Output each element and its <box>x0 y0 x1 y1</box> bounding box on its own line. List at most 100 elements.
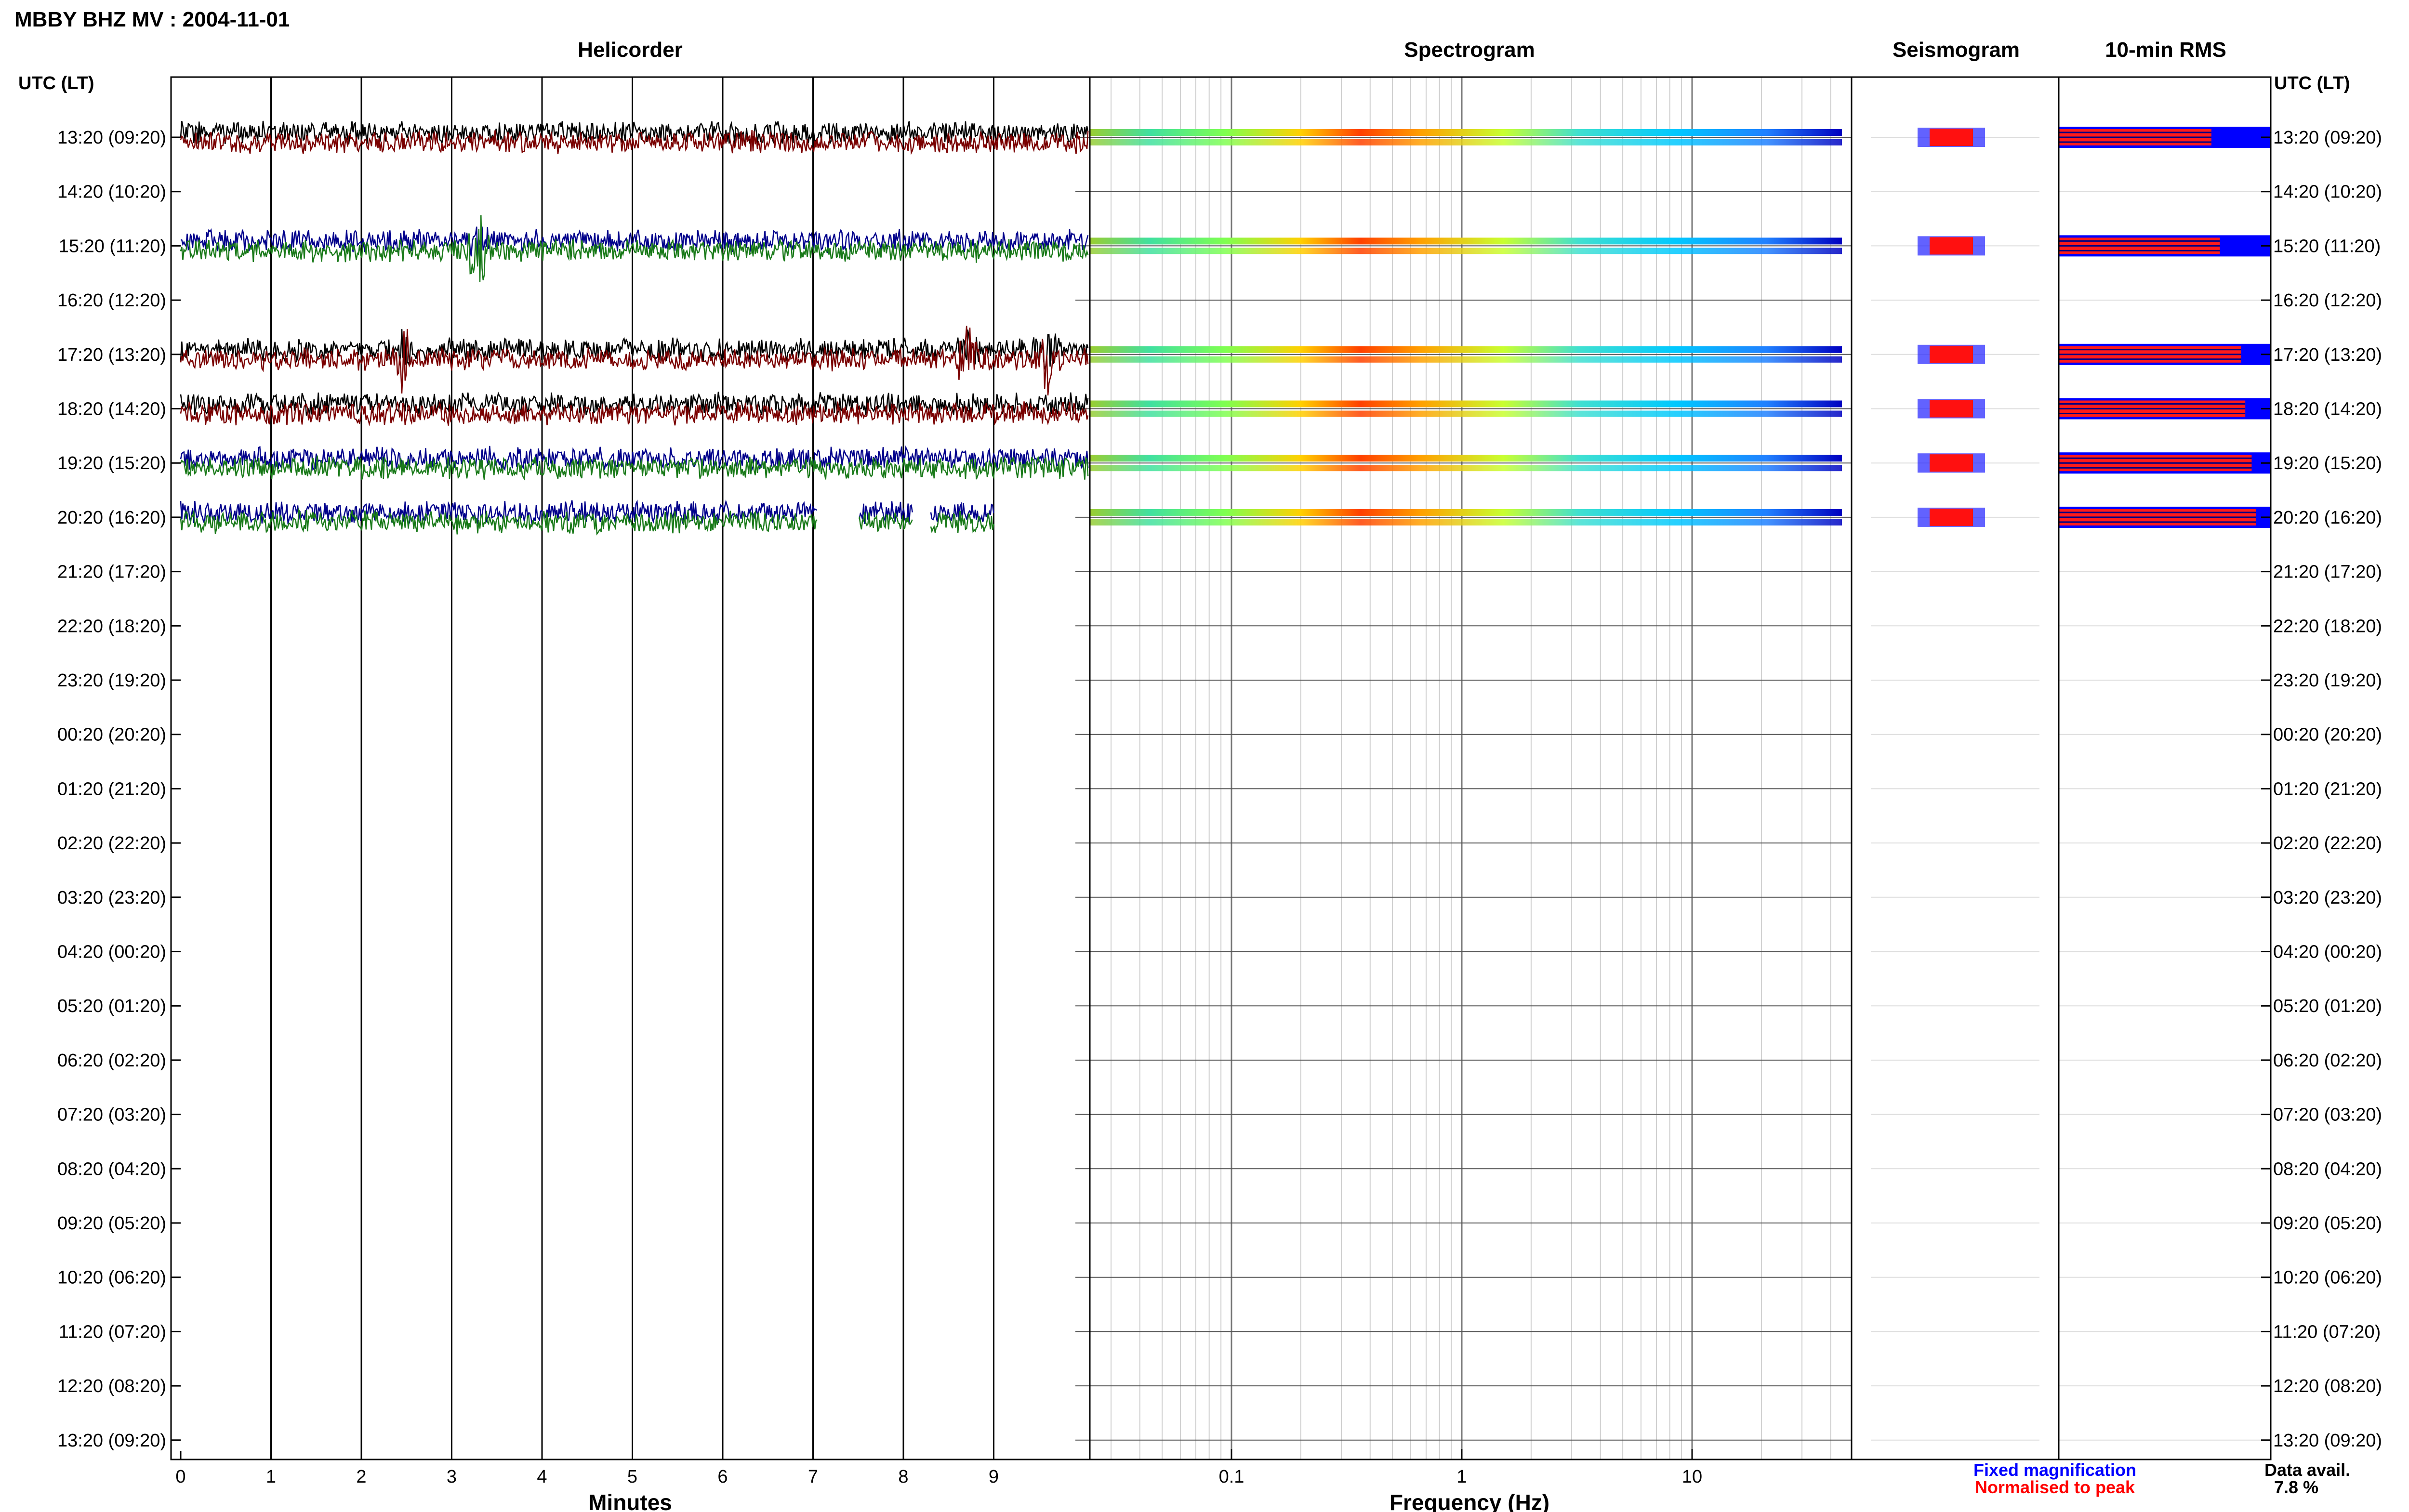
legend-fixed-magnification: Fixed magnification <box>1973 1460 2136 1480</box>
helicorder-title: Helicorder <box>578 38 683 62</box>
seismogram-title: Seismogram <box>1893 38 2020 62</box>
time-label-right: 05:20 (01:20) <box>2273 996 2382 1016</box>
frequency-tick-label: 0.1 <box>1219 1467 1244 1487</box>
grid-layer <box>270 77 2271 1459</box>
time-label-left: 14:20 (10:20) <box>57 182 166 202</box>
time-label-left: 05:20 (01:20) <box>57 996 166 1016</box>
time-label-left: 15:20 (11:20) <box>59 236 166 256</box>
frequency-axis-title: Frequency (Hz) <box>1390 1490 1549 1512</box>
time-label-left: 23:20 (19:20) <box>57 671 166 691</box>
time-label-left: 13:20 (09:20) <box>57 128 166 148</box>
seismogram-normalised-mark <box>1930 454 1973 472</box>
time-label-left: 00:20 (20:20) <box>57 725 166 745</box>
spectrogram-strip <box>1090 465 1842 472</box>
time-label-left: 20:20 (16:20) <box>57 508 166 528</box>
spectrogram-strip <box>1090 129 1842 136</box>
time-label-right: 19:20 (15:20) <box>2273 453 2382 473</box>
time-label-left: 18:20 (14:20) <box>57 399 166 420</box>
time-label-right: 06:20 (02:20) <box>2273 1051 2382 1071</box>
spectrogram-strip <box>1090 455 1842 462</box>
time-label-left: 07:20 (03:20) <box>57 1105 166 1125</box>
helicorder-trace <box>180 391 1089 416</box>
time-label-right: 12:20 (08:20) <box>2273 1376 2382 1396</box>
time-label-right: 10:20 (06:20) <box>2273 1268 2382 1288</box>
minute-tick-label: 0 <box>175 1467 185 1487</box>
time-label-right: 23:20 (19:20) <box>2273 671 2382 691</box>
legend-normalised-to-peak: Normalised to peak <box>1975 1477 2135 1497</box>
time-label-left: 21:20 (17:20) <box>57 562 166 582</box>
seismogram-normalised-mark <box>1930 508 1973 526</box>
time-label-left: 19:20 (15:20) <box>57 453 166 473</box>
time-label-right: 02:20 (22:20) <box>2273 833 2382 854</box>
time-label-right: 14:20 (10:20) <box>2273 182 2382 202</box>
time-label-right: 16:20 (12:20) <box>2273 290 2382 311</box>
time-label-left: 08:20 (04:20) <box>57 1159 166 1179</box>
time-label-right: 11:20 (07:20) <box>2273 1322 2381 1342</box>
time-label-right: 07:20 (03:20) <box>2273 1105 2382 1125</box>
utc-header-left: UTC (LT) <box>18 73 94 93</box>
x-axes: 0 1 2 3 4 5 6 7 8 9 0.1 1 10 <box>175 1449 1702 1487</box>
time-label-left: 02:20 (22:20) <box>57 833 166 854</box>
page-title: MBBY BHZ MV : 2004-11-01 <box>14 8 290 31</box>
spectrogram-strip <box>1090 139 1842 145</box>
frequency-tick-label: 10 <box>1682 1467 1702 1487</box>
time-label-right: 21:20 (17:20) <box>2273 562 2382 582</box>
helicorder-trace <box>180 326 1089 396</box>
spectrogram-strip <box>1090 248 1842 254</box>
minute-tick-label: 6 <box>717 1467 728 1487</box>
time-label-right: 13:20 (09:20) <box>2273 128 2382 148</box>
time-label-right: 04:20 (00:20) <box>2273 942 2382 962</box>
helicorder-trace <box>180 455 1089 481</box>
helicorder-trace <box>180 508 994 536</box>
time-label-left: 09:20 (05:20) <box>57 1213 166 1234</box>
panel-frame <box>170 76 1091 1460</box>
seismogram-marks <box>1918 128 1985 527</box>
time-label-left: 17:20 (13:20) <box>57 345 166 365</box>
helicorder-trace <box>180 445 1089 472</box>
time-label-right: 20:20 (16:20) <box>2273 508 2382 528</box>
panel-frame <box>1089 76 1853 1460</box>
time-label-right: 17:20 (13:20) <box>2273 345 2382 365</box>
time-label-right: 13:20 (09:20) <box>2273 1431 2382 1451</box>
frequency-tick-label: 1 <box>1456 1467 1467 1487</box>
minute-tick-label: 4 <box>537 1467 547 1487</box>
spectrogram-strip <box>1090 519 1842 526</box>
helicorder-trace <box>180 215 1089 282</box>
seismogram-normalised-mark <box>1930 345 1973 363</box>
minute-tick-label: 2 <box>356 1467 366 1487</box>
time-label-left: 13:20 (09:20) <box>57 1431 166 1451</box>
time-label-right: 18:20 (14:20) <box>2273 399 2382 420</box>
time-label-left: 01:20 (21:20) <box>57 779 166 799</box>
time-label-right: 15:20 (11:20) <box>2273 236 2381 256</box>
time-label-left: 11:20 (07:20) <box>59 1322 166 1342</box>
minute-tick-label: 8 <box>898 1467 908 1487</box>
time-label-right: 22:20 (18:20) <box>2273 616 2382 636</box>
minutes-axis-title: Minutes <box>588 1490 672 1512</box>
minute-tick-label: 3 <box>447 1467 457 1487</box>
spectrogram-strip <box>1090 400 1842 408</box>
rms-bars <box>2059 127 2271 528</box>
data-avail-label: Data avail. <box>2264 1460 2350 1480</box>
spectrogram-strip <box>1090 509 1842 516</box>
panel-frames <box>170 76 2272 1460</box>
time-label-left: 04:20 (00:20) <box>57 942 166 962</box>
minute-tick-label: 9 <box>989 1467 999 1487</box>
time-label-left: 12:20 (08:20) <box>57 1376 166 1396</box>
rms-title: 10-min RMS <box>2105 38 2226 62</box>
minute-tick-label: 1 <box>266 1467 276 1487</box>
panel-frame <box>1851 76 2060 1460</box>
spectrogram-strip <box>1090 237 1842 245</box>
seismogram-normalised-mark <box>1930 129 1973 146</box>
time-label-right: 01:20 (21:20) <box>2273 779 2382 799</box>
helicorder-trace <box>180 130 1089 155</box>
spectrogram-strip <box>1090 346 1842 353</box>
minute-tick-label: 7 <box>808 1467 818 1487</box>
spectrogram-title: Spectrogram <box>1404 38 1535 62</box>
spectrogram-strips <box>1090 129 1842 526</box>
time-label-left: 03:20 (23:20) <box>57 888 166 908</box>
time-label-right: 08:20 (04:20) <box>2273 1159 2382 1179</box>
spectrogram-strip <box>1090 410 1842 417</box>
seismogram-normalised-mark <box>1930 400 1973 418</box>
helicorder-traces <box>180 120 1089 536</box>
